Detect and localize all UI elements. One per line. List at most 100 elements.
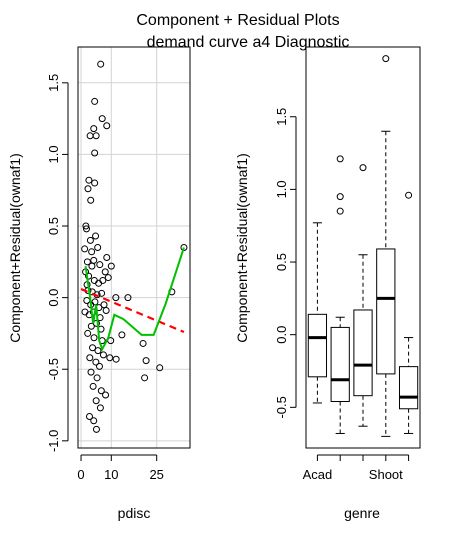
data-point [89, 344, 97, 352]
data-point [86, 132, 94, 140]
data-point [90, 276, 98, 284]
y-tick-label: 0.0 [274, 326, 289, 344]
data-point [87, 196, 95, 204]
data-point [98, 289, 106, 297]
box-body [376, 248, 396, 375]
y-tick-label: -0.5 [46, 358, 61, 380]
x-tick-label: Acad [303, 467, 333, 482]
y-tick-label: 1.5 [46, 74, 61, 92]
data-point [95, 362, 103, 370]
genre-y-axis-label: Component+Residual(ownaf1) [234, 153, 250, 343]
y-tick-label: 1.0 [274, 180, 289, 198]
x-tick-label: 0 [77, 467, 84, 482]
outlier-point [336, 155, 344, 163]
data-point [103, 122, 111, 130]
data-point [82, 222, 90, 230]
y-tick-label: 0.0 [46, 289, 61, 307]
data-point [90, 125, 98, 133]
box-body [353, 309, 373, 397]
data-point [118, 331, 126, 339]
pdisc-x-axis-label: pdisc [118, 505, 151, 521]
linear-fit-line [80, 288, 185, 334]
data-point [141, 374, 149, 382]
data-point [82, 225, 90, 233]
data-point [90, 417, 98, 425]
outlier-point [359, 164, 367, 172]
data-point [99, 276, 107, 284]
outlier-point [336, 207, 344, 215]
data-point [92, 232, 100, 240]
box-body [330, 326, 350, 403]
data-point [112, 294, 120, 302]
x-tick-label: Shoot [369, 467, 403, 482]
outlier-point [382, 55, 390, 63]
y-tick-label: 1.5 [274, 108, 289, 126]
x-tick-label: 10 [104, 467, 118, 482]
box-body [398, 366, 419, 410]
outlier-point [405, 191, 413, 199]
data-point [97, 60, 105, 68]
data-point [89, 382, 97, 390]
data-point [102, 391, 110, 399]
data-point [96, 404, 104, 412]
data-point [95, 279, 103, 287]
data-point [94, 347, 102, 355]
plot-frame [305, 46, 421, 449]
data-point [91, 97, 99, 105]
data-point [86, 236, 94, 244]
plot-frame [77, 46, 191, 449]
data-point [90, 334, 98, 342]
data-point [103, 254, 111, 262]
data-point [91, 298, 99, 306]
data-point [83, 258, 91, 266]
data-point [81, 245, 89, 253]
y-tick-label: 0.5 [274, 253, 289, 271]
data-point [156, 364, 164, 372]
data-point [124, 294, 132, 302]
data-point [88, 262, 96, 270]
genre-x-axis-label: genre [344, 505, 380, 521]
data-point [104, 274, 112, 282]
outlier-point [336, 193, 344, 201]
data-point [107, 262, 115, 270]
y-tick-label: -0.5 [274, 396, 289, 418]
data-point [100, 301, 108, 309]
data-point [84, 329, 92, 337]
pdisc-y-axis-label: Component+Residual(ownaf1) [7, 153, 23, 343]
data-point [106, 354, 114, 362]
data-point [81, 308, 89, 316]
data-point [84, 185, 92, 193]
pdisc-component-residual-panel: -1.0 -0.5 0.0 0.5 1.0 1.5 0 10 25 [46, 46, 191, 482]
data-point [86, 354, 94, 362]
figure-subtitle: demand curve a4 Diagnostic [147, 34, 350, 51]
data-point [112, 355, 120, 363]
data-point [90, 256, 98, 264]
y-tick-label: 1.0 [46, 145, 61, 163]
data-point [96, 261, 104, 269]
data-point [99, 351, 107, 359]
x-tick-label: 25 [149, 467, 163, 482]
data-point [101, 268, 109, 276]
figure-title: Component + Residual Plots [136, 12, 339, 29]
data-point [92, 397, 100, 405]
y-tick-label: 0.5 [46, 217, 61, 235]
data-point [139, 339, 147, 347]
data-point [86, 412, 94, 420]
y-tick-label: -1.0 [46, 430, 61, 452]
data-point [91, 149, 99, 157]
data-point [93, 374, 101, 382]
data-point [87, 322, 95, 330]
data-point [85, 176, 93, 184]
box-body [307, 313, 328, 378]
smooth-line [84, 247, 185, 352]
data-point [142, 357, 150, 365]
data-point [87, 368, 95, 376]
data-point [98, 115, 106, 123]
genre-component-residual-panel: -0.5 0.0 0.5 1.0 1.5 Acad Shoot [274, 46, 421, 482]
data-point [91, 179, 99, 187]
data-point [92, 425, 100, 433]
data-point [94, 244, 102, 251]
data-point [97, 387, 105, 395]
data-point [92, 132, 100, 140]
